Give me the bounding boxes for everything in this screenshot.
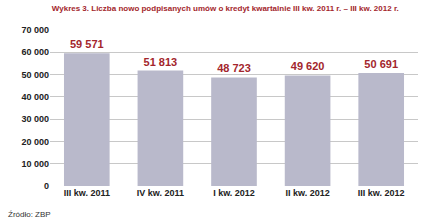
svg-text:I kw. 2012: I kw. 2012	[213, 188, 255, 198]
svg-text:49 620: 49 620	[291, 60, 325, 72]
svg-text:Wykres 3. Liczba nowo podpisan: Wykres 3. Liczba nowo podpisanych umów o…	[52, 4, 399, 13]
svg-text:III kw. 2012: III kw. 2012	[358, 188, 405, 198]
svg-text:48 723: 48 723	[217, 62, 251, 74]
svg-text:II kw. 2012: II kw. 2012	[285, 188, 329, 198]
svg-text:IV kw. 2011: IV kw. 2011	[137, 188, 184, 198]
svg-text:0: 0	[44, 181, 49, 191]
svg-text:50 000: 50 000	[21, 70, 49, 80]
svg-text:10 000: 10 000	[21, 159, 49, 169]
svg-text:40 000: 40 000	[21, 92, 49, 102]
svg-text:70 000: 70 000	[21, 25, 49, 35]
svg-text:50 691: 50 691	[364, 58, 398, 70]
svg-text:20 000: 20 000	[21, 137, 49, 147]
svg-text:30 000: 30 000	[21, 114, 49, 124]
svg-text:Źródło: ZBP: Źródło: ZBP	[8, 210, 51, 219]
svg-text:60 000: 60 000	[21, 47, 49, 57]
svg-text:51 813: 51 813	[144, 56, 178, 68]
svg-text:III kw. 2011: III kw. 2011	[64, 188, 110, 198]
svg-text:59 571: 59 571	[70, 38, 104, 50]
